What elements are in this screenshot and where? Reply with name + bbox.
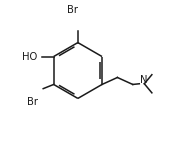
Text: HO: HO (22, 52, 37, 62)
Text: Br: Br (27, 97, 38, 107)
Text: N: N (140, 75, 148, 85)
Text: Br: Br (67, 5, 79, 15)
